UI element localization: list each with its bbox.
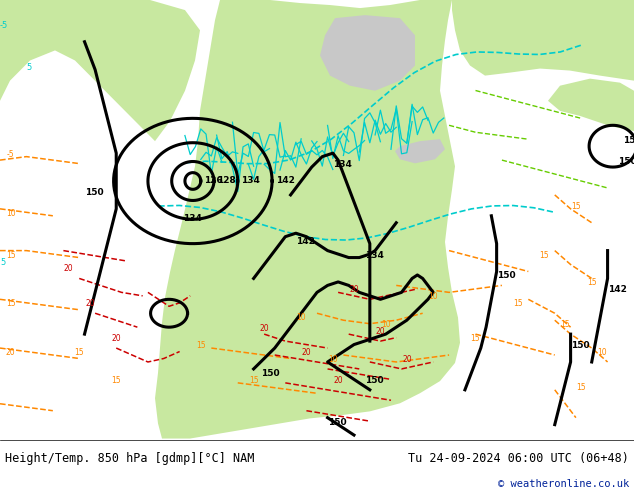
Text: 20: 20 xyxy=(333,376,343,385)
Text: 158: 158 xyxy=(623,136,634,145)
Text: Height/Temp. 850 hPa [gdmp][°C] NAM: Height/Temp. 850 hPa [gdmp][°C] NAM xyxy=(5,452,254,465)
Text: 5: 5 xyxy=(27,63,32,72)
Text: 10: 10 xyxy=(6,209,15,218)
Text: 134: 134 xyxy=(183,214,202,223)
Text: 128: 128 xyxy=(217,176,235,186)
Text: 134: 134 xyxy=(333,160,352,169)
Text: 15: 15 xyxy=(540,250,549,260)
Polygon shape xyxy=(452,0,634,81)
Text: 150: 150 xyxy=(496,271,515,280)
Text: 150: 150 xyxy=(328,417,346,427)
Text: 15: 15 xyxy=(6,250,15,260)
Text: 10: 10 xyxy=(429,293,438,301)
Polygon shape xyxy=(155,0,460,439)
Text: 10: 10 xyxy=(381,320,391,329)
Text: Tu 24-09-2024 06:00 UTC (06+48): Tu 24-09-2024 06:00 UTC (06+48) xyxy=(408,452,629,465)
Text: 150: 150 xyxy=(571,341,589,350)
Text: 15: 15 xyxy=(6,299,15,308)
Text: 134: 134 xyxy=(242,176,261,186)
Text: 20: 20 xyxy=(349,285,359,294)
Text: -5: -5 xyxy=(0,21,8,30)
Text: 134: 134 xyxy=(365,250,384,260)
Polygon shape xyxy=(548,78,634,131)
Text: 20: 20 xyxy=(302,348,311,357)
Text: 15: 15 xyxy=(560,320,570,329)
Polygon shape xyxy=(320,15,415,91)
Text: © weatheronline.co.uk: © weatheronline.co.uk xyxy=(498,479,629,489)
Text: 150: 150 xyxy=(618,157,634,166)
Text: 15: 15 xyxy=(196,341,205,350)
Text: 15: 15 xyxy=(571,202,581,211)
Text: 20: 20 xyxy=(259,324,269,333)
Text: 10: 10 xyxy=(328,355,338,364)
Text: 15: 15 xyxy=(513,299,522,308)
Text: 20: 20 xyxy=(6,348,15,357)
Text: 20: 20 xyxy=(85,299,94,308)
Text: 142: 142 xyxy=(276,176,295,186)
Polygon shape xyxy=(0,0,200,141)
Text: -5: -5 xyxy=(7,149,15,159)
Text: 142: 142 xyxy=(296,237,314,245)
Text: 15: 15 xyxy=(470,334,481,343)
Text: 126: 126 xyxy=(205,176,223,186)
Text: 15: 15 xyxy=(74,348,84,357)
Text: 150: 150 xyxy=(84,188,103,197)
Text: 15: 15 xyxy=(587,278,597,288)
Text: 20: 20 xyxy=(64,265,74,273)
Polygon shape xyxy=(395,139,445,163)
Text: 142: 142 xyxy=(607,285,626,294)
Text: 20: 20 xyxy=(112,334,121,343)
Text: 20: 20 xyxy=(375,327,385,336)
Text: 10: 10 xyxy=(296,313,306,322)
Text: 15: 15 xyxy=(249,376,259,385)
Text: 15: 15 xyxy=(576,383,586,392)
Text: 15: 15 xyxy=(112,376,121,385)
Text: 5: 5 xyxy=(0,258,5,267)
Text: 150: 150 xyxy=(262,369,280,378)
Text: 20: 20 xyxy=(402,355,411,364)
Text: 150: 150 xyxy=(365,376,383,385)
Text: 10: 10 xyxy=(597,348,607,357)
